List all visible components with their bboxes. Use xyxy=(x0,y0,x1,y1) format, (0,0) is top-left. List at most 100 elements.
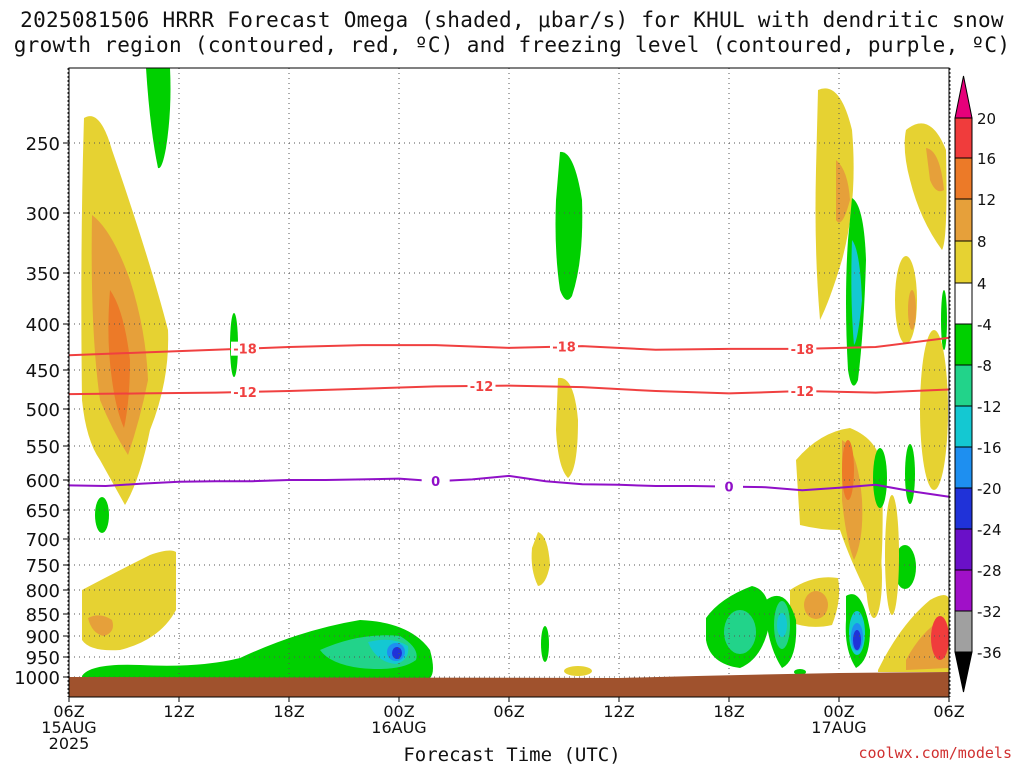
y-tick-label: 300 xyxy=(26,204,60,225)
omega-region-right-green-dot xyxy=(794,669,806,675)
contour-dgz-minus12-label: -12 xyxy=(791,385,815,400)
omega-region-right-green-mid xyxy=(873,448,887,508)
contour-freezing-level-label: 0 xyxy=(431,475,440,490)
omega-region-right-orange-mid-2 xyxy=(842,440,854,500)
contour-dgz-minus12-label-bg xyxy=(231,384,259,399)
contour-dgz-minus18-label-bg xyxy=(788,341,817,356)
colorbar-label: -32 xyxy=(977,603,1002,621)
omega-region-right-orange-3 xyxy=(926,148,944,192)
colorbar-band xyxy=(954,569,973,612)
omega-region-lowlevel-orange xyxy=(88,615,113,636)
chart-title-line-2: growth region (contoured, red, ºC) and f… xyxy=(13,33,1011,57)
x-tick-label: 00Z xyxy=(823,702,854,721)
colorbar-band xyxy=(954,117,973,159)
omega-region-right-yellow-top xyxy=(815,88,854,320)
contour-dgz-minus12-label-bg xyxy=(467,378,496,393)
colorbar-label: 20 xyxy=(977,110,996,128)
x-tick-sublabel: 17AUG xyxy=(811,718,866,737)
colorbar-band xyxy=(954,446,973,489)
terrain xyxy=(69,672,949,697)
y-tick-label: 250 xyxy=(26,134,60,155)
credit-text: coolwx.com/models xyxy=(858,744,1012,762)
colorbar-top-arrow xyxy=(954,75,973,119)
colorbar-band xyxy=(954,157,973,200)
colorbar-band xyxy=(954,240,973,284)
colorbar-label: -12 xyxy=(977,398,1002,416)
x-tick-label: 06Z xyxy=(53,702,84,721)
omega-region-right-teal-a xyxy=(724,610,756,654)
y-axis: 2503003504004505005506006507007508008509… xyxy=(14,134,69,689)
x-tick-sublabel: 15AUG xyxy=(41,718,96,737)
colorbar-band xyxy=(954,323,973,366)
colorbar-label: 12 xyxy=(977,191,996,209)
omega-region-mid-yellow-2 xyxy=(531,532,550,586)
omega-region-mid-yellow xyxy=(556,377,578,478)
omega-region-low-darkblue xyxy=(392,647,402,659)
y-tick-label: 450 xyxy=(26,361,60,382)
colorbar-label: 4 xyxy=(977,275,987,293)
x-tick-label: 12Z xyxy=(163,702,194,721)
omega-region-right-darkblue-c xyxy=(853,630,861,650)
contour-dgz-minus12-label: -12 xyxy=(470,380,494,395)
x-tick-label: 12Z xyxy=(603,702,634,721)
colorbar-band xyxy=(954,405,973,448)
omega-region-mid-yellow-3 xyxy=(564,666,592,676)
colorbar-label: -24 xyxy=(977,521,1002,539)
contour-lines: -18 -18 -18 -12 -12 -12 0 0 xyxy=(68,336,950,498)
contour-freezing-level-line xyxy=(68,474,950,498)
colorbar-band xyxy=(954,487,973,530)
colorbar-band xyxy=(954,198,973,242)
y-tick-label: 800 xyxy=(26,581,60,602)
y-tick-label: 700 xyxy=(26,530,60,551)
omega-region-right-yellow-3 xyxy=(904,123,947,250)
omega-region-right-orange-low xyxy=(804,591,828,619)
colorbar-label: -8 xyxy=(977,357,992,375)
y-tick-label: 400 xyxy=(26,315,60,336)
colorbar-bottom-arrow xyxy=(954,651,973,693)
y-tick-label: 650 xyxy=(26,501,60,522)
contour-dgz-minus18-label: -18 xyxy=(791,343,815,358)
colorbar-band xyxy=(954,610,973,653)
contour-freezing-level-label-bg xyxy=(421,474,450,489)
colorbar-label: 8 xyxy=(977,233,987,251)
omega-region-right-green-mid-2 xyxy=(905,444,915,504)
contour-dgz-minus18-label-bg xyxy=(231,341,259,356)
omega-region-mid-green-2 xyxy=(541,626,549,662)
colorbar-label: -28 xyxy=(977,562,1002,580)
omega-region-right-cyan-col xyxy=(851,240,862,345)
colorbar-band xyxy=(954,364,973,407)
omega-region-right-orange-top xyxy=(836,160,850,223)
colorbar-band xyxy=(954,282,973,325)
contour-freezing-level-label: 0 xyxy=(724,481,733,496)
y-tick-label: 750 xyxy=(26,556,60,577)
y-tick-label: 900 xyxy=(26,627,60,648)
y-tick-label: 350 xyxy=(26,264,60,285)
y-tick-label: 950 xyxy=(26,648,60,669)
contour-dgz-minus18-label: -18 xyxy=(552,341,576,356)
omega-region-small-green xyxy=(95,497,109,533)
contour-dgz-minus12-label-bg xyxy=(788,384,817,399)
colorbar: 20 16 12 8 4 -4 -8 -12 -16 -20 -24 -28 -32 -36 xyxy=(954,75,1002,693)
grid-lines xyxy=(68,68,950,697)
x-axis-label: Forecast Time (UTC) xyxy=(403,744,621,766)
x-tick-sublabel: 16AUG xyxy=(371,718,426,737)
contour-freezing-level-label-bg xyxy=(715,479,743,494)
y-tick-label: 500 xyxy=(26,400,60,421)
y-tick-label: 850 xyxy=(26,605,60,626)
contour-dgz-minus18-label: -18 xyxy=(233,343,257,358)
omega-region-mid-green xyxy=(555,151,583,300)
terrain-fill xyxy=(69,672,949,697)
omega-region-right-cyan-b xyxy=(777,613,787,637)
x-tick-label: 18Z xyxy=(273,702,304,721)
colorbar-label: -4 xyxy=(977,316,992,334)
y-tick-label: 1000 xyxy=(14,668,60,689)
y-tick-label: 550 xyxy=(26,437,60,458)
x-tick-label: 18Z xyxy=(713,702,744,721)
omega-region-right-yellow-edge xyxy=(920,330,948,490)
chart-title-line-1: 2025081506 HRRR Forecast Omega (shaded, … xyxy=(20,8,1004,32)
x-tick-label: 06Z xyxy=(493,702,524,721)
x-tick-label: 00Z xyxy=(383,702,414,721)
